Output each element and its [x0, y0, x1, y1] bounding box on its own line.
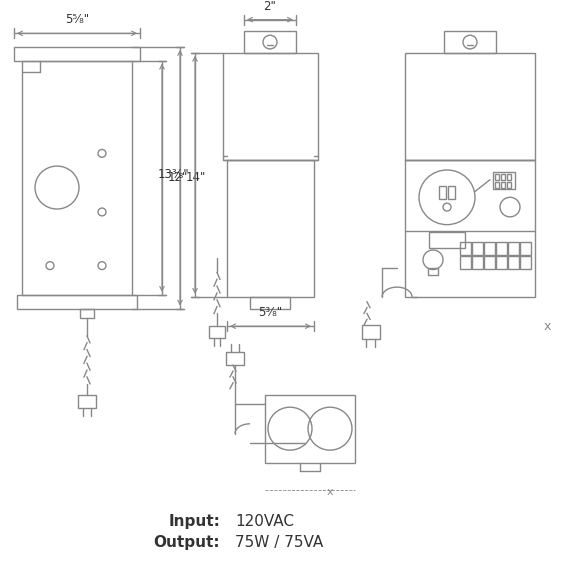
Bar — [508, 242, 519, 255]
Text: 75W / 75VA: 75W / 75VA — [235, 535, 323, 550]
Bar — [484, 242, 495, 255]
Bar — [227, 160, 314, 297]
Bar — [265, 394, 355, 463]
Bar — [428, 267, 438, 275]
Bar — [495, 174, 499, 180]
Bar — [439, 186, 446, 200]
Bar — [250, 297, 290, 309]
Bar — [501, 174, 505, 180]
Text: 12": 12" — [168, 171, 188, 184]
Text: 5⁵⁄₈": 5⁵⁄₈" — [65, 13, 89, 27]
Bar — [17, 295, 137, 309]
Bar — [78, 394, 96, 408]
Bar — [496, 242, 507, 255]
Text: Input:: Input: — [168, 514, 220, 528]
Bar — [22, 61, 132, 295]
Bar — [448, 186, 455, 200]
Text: 120VAC: 120VAC — [235, 514, 294, 528]
Bar — [501, 182, 505, 187]
Bar — [508, 256, 519, 269]
Text: x: x — [327, 487, 333, 497]
Bar — [472, 256, 483, 269]
Text: 13³⁄₈": 13³⁄₈" — [157, 168, 189, 182]
Text: x: x — [543, 320, 550, 333]
Bar — [507, 174, 511, 180]
Bar — [520, 242, 531, 255]
Bar — [429, 233, 465, 248]
Bar — [495, 182, 499, 187]
Bar — [209, 326, 225, 338]
Text: 2": 2" — [263, 0, 277, 13]
Text: 5³⁄₈": 5³⁄₈" — [259, 306, 282, 320]
Bar — [493, 172, 515, 190]
Bar — [507, 182, 511, 187]
Bar — [405, 160, 535, 297]
Bar — [496, 256, 507, 269]
Bar — [520, 256, 531, 269]
Bar — [444, 31, 496, 53]
Text: 14": 14" — [186, 171, 206, 184]
Bar — [405, 53, 535, 160]
Bar — [484, 256, 495, 269]
Bar — [244, 31, 296, 53]
Bar — [362, 325, 380, 339]
Text: Output:: Output: — [153, 535, 220, 550]
Bar — [14, 47, 140, 61]
Bar — [460, 256, 471, 269]
Bar — [80, 309, 94, 318]
Bar — [472, 242, 483, 255]
Bar — [223, 53, 318, 160]
Bar — [226, 351, 244, 365]
Bar — [460, 242, 471, 255]
